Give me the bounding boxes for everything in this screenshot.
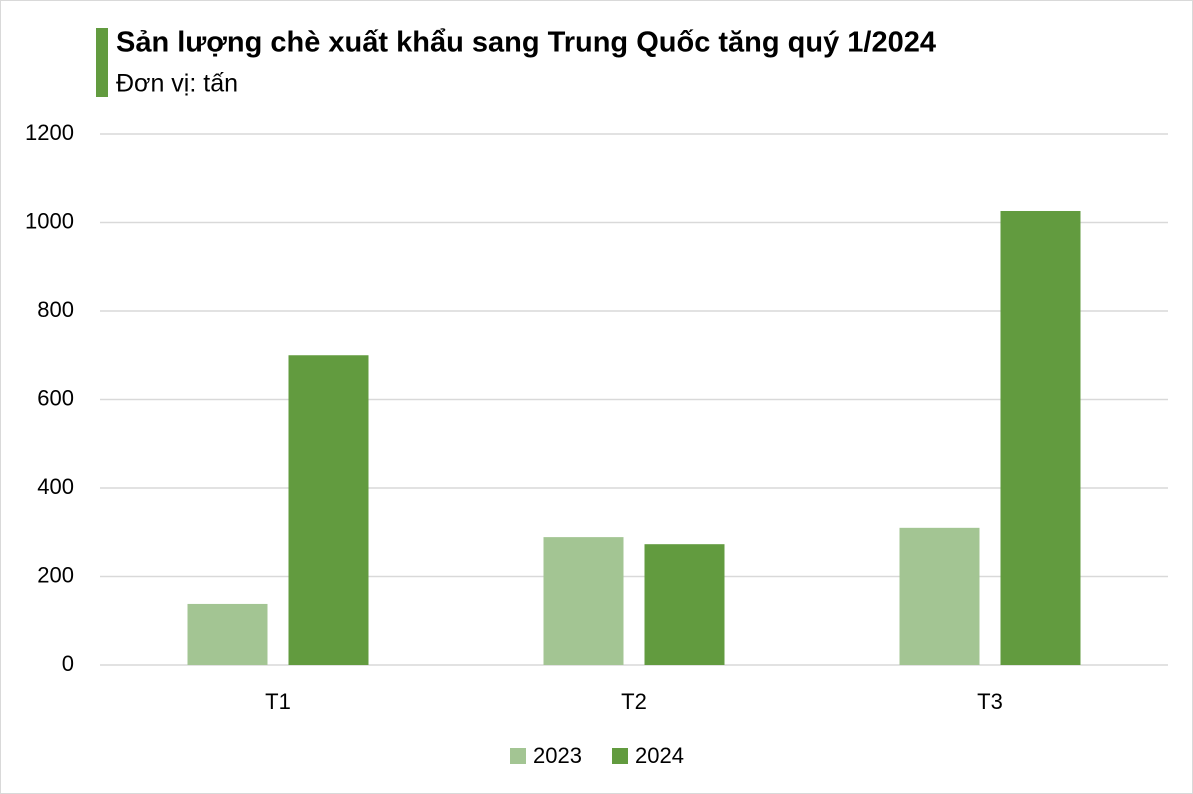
x-tick-label: T3 bbox=[977, 689, 1003, 714]
legend-swatch bbox=[510, 748, 526, 764]
x-tick-label: T2 bbox=[621, 689, 647, 714]
legend-label: 2023 bbox=[533, 743, 582, 768]
bar bbox=[543, 537, 624, 665]
y-tick-label: 200 bbox=[37, 562, 74, 587]
chart-title: Sản lượng chè xuất khẩu sang Trung Quốc … bbox=[116, 27, 936, 59]
chart-subtitle: Đơn vị: tấn bbox=[116, 70, 238, 98]
bar bbox=[187, 603, 268, 665]
y-tick-label: 400 bbox=[37, 474, 74, 499]
y-tick-label: 600 bbox=[37, 385, 74, 410]
y-tick-label: 800 bbox=[37, 297, 74, 322]
title-accent bbox=[96, 28, 108, 97]
y-tick-label: 1200 bbox=[25, 120, 74, 145]
y-tick-label: 1000 bbox=[25, 208, 74, 233]
legend-swatch bbox=[612, 748, 628, 764]
y-tick-label: 0 bbox=[62, 651, 74, 676]
legend-label: 2024 bbox=[635, 743, 684, 768]
bar bbox=[644, 544, 725, 665]
bar bbox=[288, 355, 369, 665]
bar bbox=[899, 527, 980, 665]
bar bbox=[1000, 210, 1081, 665]
x-tick-label: T1 bbox=[265, 689, 291, 714]
